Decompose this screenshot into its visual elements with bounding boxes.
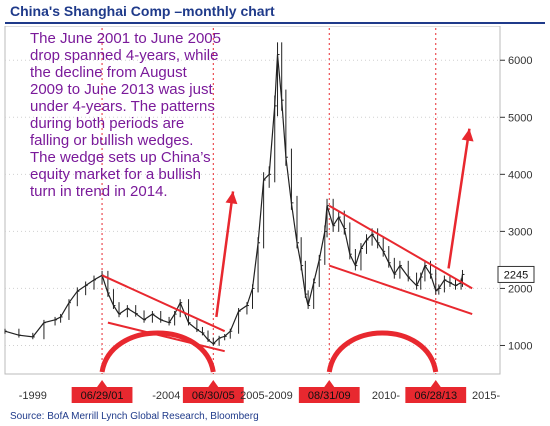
- wedge-trendline: [101, 274, 226, 333]
- y-axis-ticks: 1000 2000 3000 4000 5000 6000: [500, 55, 532, 352]
- breakout-arrows: [215, 128, 474, 318]
- annotation-line: 2009 to June 2013 was just: [30, 81, 213, 98]
- date-label: 06/29/01: [81, 390, 124, 402]
- wedge-trendline: [328, 204, 473, 290]
- date-label-pointer: [97, 380, 108, 387]
- date-label-background: [405, 387, 467, 403]
- date-label-pointer: [430, 380, 441, 387]
- date-label-background: [298, 387, 360, 403]
- last-value-box: [497, 265, 535, 283]
- date-label-pointer: [208, 380, 219, 387]
- annotation-line: equity market for a bullish: [30, 166, 201, 183]
- annotation-line: The wedge sets up China’s: [30, 149, 211, 166]
- plot-frame: [4, 26, 501, 375]
- price-series: [4, 42, 465, 346]
- date-label-background: [182, 387, 244, 403]
- date-label-pointer: [324, 380, 335, 387]
- last-value-label: 2245: [504, 269, 528, 281]
- wedge-trendline: [107, 321, 225, 353]
- x-tick-label: 2015-: [472, 390, 500, 402]
- annotation-line: turn in trend in 2014.: [30, 183, 168, 200]
- wedge-trendline: [328, 264, 473, 316]
- date-label: 06/28/13: [414, 390, 457, 402]
- x-tick-label: -1999: [19, 390, 47, 402]
- annotation-line: The June 2001 to June 2005: [30, 30, 221, 47]
- breakout-arrow-shaft: [447, 128, 471, 269]
- y-tick-label: 4000: [508, 169, 532, 181]
- period-arc: [326, 330, 439, 373]
- annotation-line: drop spanned 4-years, while: [30, 47, 219, 64]
- x-tick-label: 2005-2009: [240, 390, 293, 402]
- breakout-arrow-head: [225, 191, 238, 205]
- price-line: [4, 54, 464, 345]
- chart-annotation: The June 2001 to June 2005 drop spanned 4…: [30, 30, 300, 200]
- y-tick-label: 3000: [508, 226, 532, 238]
- y-tick-label: 5000: [508, 112, 532, 124]
- breakout-arrow-shaft: [215, 191, 235, 318]
- annotation-line: falling or bullish wedges.: [30, 132, 194, 149]
- breakout-arrow-head: [461, 128, 474, 142]
- period-arc: [99, 330, 216, 373]
- y-tick-label: 2000: [508, 283, 532, 295]
- period-arcs: [99, 330, 439, 373]
- last-value-marker: 2245: [497, 265, 535, 283]
- y-tick-label: 6000: [508, 55, 532, 67]
- date-label-background: [71, 387, 133, 403]
- source-note: Source: BofA Merrill Lynch Global Resear…: [10, 411, 259, 422]
- annotation-line: during both periods are: [30, 115, 185, 132]
- date-label: 08/31/09: [308, 390, 351, 402]
- chart-title: China's Shanghai Comp –monthly chart: [10, 3, 275, 19]
- y-tick-label: 1000: [508, 340, 532, 352]
- wedge-trendlines: [101, 204, 473, 353]
- annotation-line: under 4-years. The patterns: [30, 98, 215, 115]
- title-underline: [5, 22, 545, 24]
- x-tick-label: 2010-: [372, 390, 400, 402]
- annotation-line: the decline from August: [30, 64, 187, 81]
- date-label: 06/30/05: [192, 390, 235, 402]
- chart-plot: 1000 2000 3000 4000 5000 6000 -1999 06/29/01 -2…: [4, 26, 535, 403]
- x-tick-label: -2004: [152, 390, 180, 402]
- x-axis-labels: -1999 06/29/01 -2004 06/30/05 2005-2009 08/31…: [19, 380, 500, 403]
